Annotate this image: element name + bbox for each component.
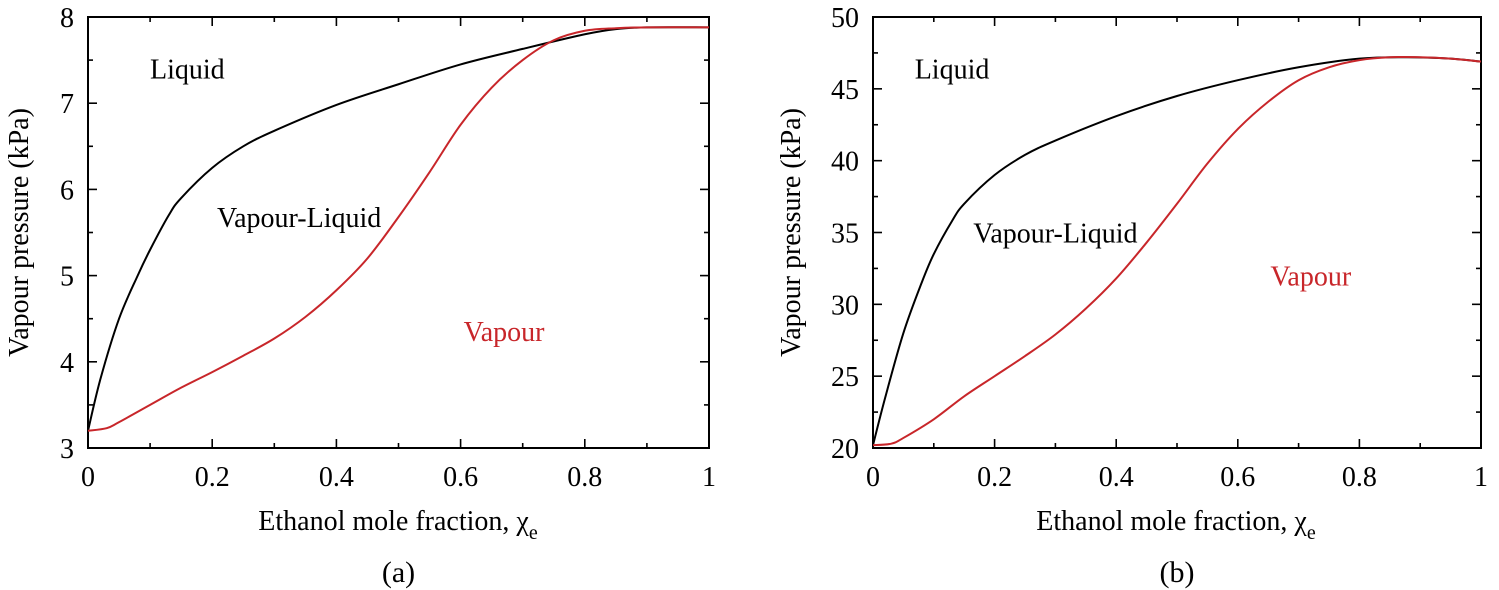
y-tick-label: 20 [831,434,859,465]
liquid-curve [872,56,1482,446]
y-tick-label: 40 [831,147,859,178]
liquid-region-label: Liquid [915,55,990,86]
liquid-region-label: Liquid [150,55,225,86]
vapour-curve [872,55,1482,447]
x-tick-label: 0 [866,462,880,493]
y-tick-label: 45 [831,75,859,106]
y-tick-label: 5 [60,262,74,293]
y-tick-label: 6 [60,175,74,206]
liquid-curve [87,26,710,431]
vapour-liquid-region-label: Vapour-Liquid [973,219,1137,250]
vapour-region-label: Vapour [1270,262,1352,293]
x-axis-title: Ethanol mole fraction, χe [258,506,538,544]
x-tick-label: 0.8 [567,462,602,493]
vapour-liquid-region-label: Vapour-Liquid [217,203,381,234]
y-axis-title: Vapour pressure (kPa) [4,108,35,357]
panel-caption: (b) [1160,556,1195,589]
y-axis-title: Vapour pressure (kPa) [776,108,807,357]
y-tick-label: 3 [60,434,74,465]
y-tick-label: 25 [831,362,859,393]
x-tick-label: 0.4 [319,462,354,493]
y-tick-label: 8 [60,3,74,34]
x-tick-label: 1 [1474,462,1488,493]
x-tick-label: 0.2 [977,462,1012,493]
x-tick-label: 0.4 [1099,462,1134,493]
x-axis-title-main: Ethanol mole fraction, χ [1036,506,1307,537]
x-axis-title-subscript: e [529,522,538,544]
x-tick-label: 0.8 [1342,462,1377,493]
panel-b: 0 0.2 0.4 0.6 0.8 1 20 25 30 35 40 45 50 Liquid Vapour… [776,3,1488,589]
y-tick-label: 35 [831,219,859,250]
y-tick-label: 50 [831,3,859,34]
x-axis-title: Ethanol mole fraction, χe [1036,506,1316,544]
x-axis-title-subscript: e [1307,522,1316,544]
vapour-region-label: Vapour [464,317,546,348]
y-tick-label: 30 [831,290,859,321]
x-tick-label: 0.6 [1220,462,1255,493]
vapour-curve [87,26,710,432]
y-tick-label: 4 [60,348,74,379]
x-tick-label: 0.6 [443,462,478,493]
panel-caption: (a) [382,556,415,589]
x-tick-label: 0 [81,462,95,493]
x-axis-title-main: Ethanol mole fraction, χ [258,506,529,537]
x-tick-label: 0.2 [195,462,230,493]
y-tick-label: 7 [60,89,74,120]
x-tick-label: 1 [702,462,716,493]
panel-a: 0 0.2 0.4 0.6 0.8 1 3 4 5 6 7 8 Liquid Vapour-Liquid V… [4,3,716,589]
